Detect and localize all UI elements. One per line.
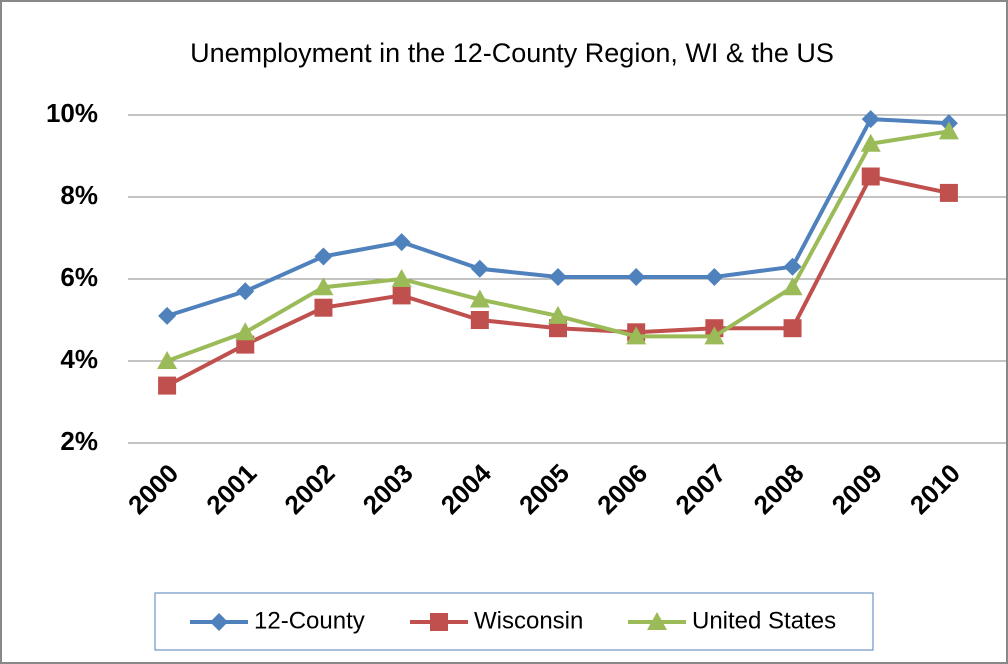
- data-point: [392, 286, 411, 305]
- data-point: [783, 319, 802, 338]
- data-point: [626, 326, 647, 345]
- legend-marker: [430, 613, 448, 631]
- data-point: [627, 267, 646, 286]
- data-point: [938, 121, 959, 140]
- data-point: [782, 277, 803, 296]
- data-point: [705, 267, 724, 286]
- data-point: [314, 298, 333, 317]
- data-point: [861, 167, 880, 186]
- data-point: [939, 183, 958, 202]
- y-tick-label: 10%: [46, 98, 98, 128]
- legend-label: 12-County: [254, 607, 365, 634]
- legend-label: Wisconsin: [474, 607, 583, 634]
- data-point: [704, 326, 725, 345]
- y-tick-label: 8%: [60, 180, 98, 210]
- data-point: [235, 322, 256, 341]
- data-point: [549, 267, 567, 286]
- y-tick-label: 2%: [60, 426, 98, 456]
- data-point: [861, 110, 880, 129]
- data-point: [313, 277, 334, 296]
- data-point: [392, 233, 411, 252]
- data-point: [314, 247, 333, 266]
- y-tick-label: 4%: [60, 344, 98, 374]
- data-point: [158, 306, 177, 325]
- data-point: [391, 269, 412, 287]
- data-point: [860, 133, 881, 152]
- legend-box: [154, 592, 874, 651]
- data-point: [470, 259, 489, 278]
- data-point: [157, 351, 178, 369]
- legend-marker: [647, 612, 667, 630]
- y-tick-label: 6%: [60, 262, 98, 292]
- data-point: [548, 305, 568, 324]
- legend-label: United States: [692, 607, 836, 634]
- data-point: [783, 257, 802, 276]
- data-point: [158, 376, 177, 395]
- data-point: [469, 289, 490, 308]
- chart-title: Unemployment in the 12-County Region, WI…: [190, 38, 834, 68]
- legend-marker: [210, 613, 228, 631]
- data-point: [470, 311, 489, 329]
- data-point: [236, 282, 255, 301]
